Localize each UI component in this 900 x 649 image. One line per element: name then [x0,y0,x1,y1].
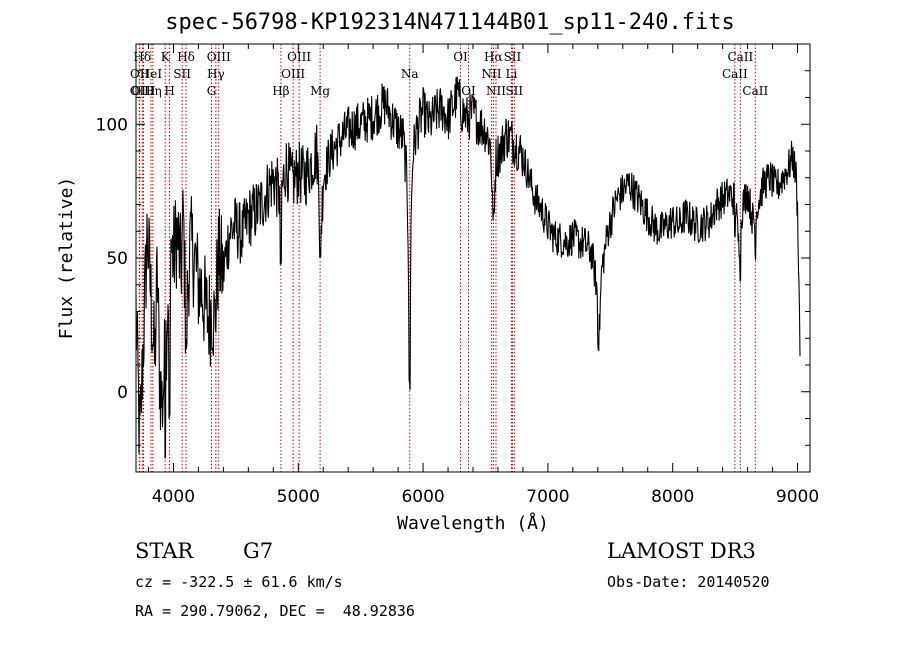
object-class: STAR [135,539,194,563]
line-label: CaII [727,50,753,64]
line-label: OI [461,84,476,98]
coordinates: RA = 290.79062, DEC = 48.92836 [135,602,415,620]
x-tick-label: 4000 [152,487,195,507]
line-label: K [161,50,171,64]
line-label: OII [130,67,150,81]
line-label: CaII [742,84,768,98]
line-label: SII [505,84,523,98]
line-label: Mg [310,84,330,98]
line-label: HeI [140,67,163,81]
x-tick-label: 5000 [277,487,320,507]
line-label: OII [130,84,150,98]
survey-name: LAMOST DR3 [607,539,756,563]
spectrum-line [135,76,801,459]
line-label: OIII [287,50,311,64]
redshift-velocity: cz = -322.5 ± 61.6 km/s [135,573,343,591]
line-label: OI [453,50,468,64]
line-label: OIII [131,84,155,98]
x-axis-label: Wavelength (Å) [397,512,549,534]
line-label: SII [173,67,191,81]
line-label: Hγ [207,67,225,81]
line-label: NII [486,84,506,98]
y-tick-label: 0 [117,383,128,403]
x-tick-label: 9000 [776,487,819,507]
x-tick-label: 6000 [401,487,444,507]
line-label: G [207,84,217,98]
line-label: NII [481,67,501,81]
observation-date: Obs-Date: 20140520 [607,573,770,591]
line-label: OIII [281,67,305,81]
line-label: Hα [484,50,503,64]
axis-ticks: 4000 5000 6000 7000 8000 9000 0 50 100 [96,44,819,507]
line-label: Hδ [177,50,195,64]
chart-title: spec-56798-KP192314N471144B01_sp11-240.f… [165,10,735,35]
line-label: Na [401,67,419,81]
line-label: Hβ [272,84,289,98]
line-label: OIII [207,50,231,64]
line-label: Hη [144,84,162,98]
line-label: Hδ [133,50,151,64]
line-label: SII [504,50,522,64]
y-axis-label: Flux (relative) [56,177,77,340]
y-tick-label: 100 [96,115,128,135]
line-label: CaII [722,67,748,81]
x-tick-label: 8000 [651,487,694,507]
x-tick-label: 7000 [526,487,569,507]
line-label: Li [506,67,518,81]
object-subclass: G7 [243,539,274,563]
y-tick-label: 50 [106,249,128,269]
plot-frame [135,43,811,473]
line-label: H [164,84,174,98]
